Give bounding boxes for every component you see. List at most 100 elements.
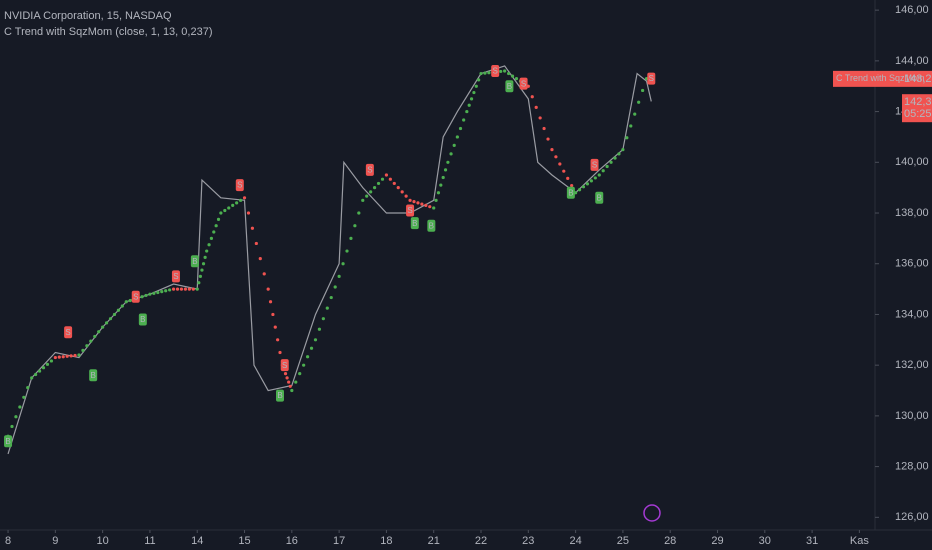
y-tick-label: 126,00 bbox=[895, 511, 929, 523]
trend-dot bbox=[337, 274, 341, 279]
trend-dot bbox=[434, 198, 438, 202]
trend-dot bbox=[14, 415, 18, 419]
trend-dot bbox=[439, 183, 443, 187]
trend-dot bbox=[472, 90, 476, 95]
trend-dot bbox=[203, 255, 207, 259]
trend-dot bbox=[432, 206, 436, 210]
trend-dot bbox=[633, 112, 637, 116]
trend-dot bbox=[242, 196, 247, 200]
trend-dot bbox=[376, 181, 381, 186]
trend-dot bbox=[353, 224, 357, 228]
trend-dot bbox=[458, 126, 463, 131]
trend-dot bbox=[357, 211, 361, 215]
signal-marker bbox=[4, 435, 13, 448]
trend-dot bbox=[69, 354, 73, 358]
signal-marker bbox=[190, 255, 199, 268]
y-tick-label: 136,00 bbox=[895, 258, 929, 270]
signal-marker bbox=[491, 65, 500, 78]
trend-dot bbox=[465, 109, 469, 114]
trend-dot bbox=[294, 380, 298, 384]
trend-dot bbox=[73, 353, 77, 358]
trend-dot bbox=[97, 330, 101, 334]
y-tick-label: 132,00 bbox=[895, 359, 929, 371]
trend-dot bbox=[273, 325, 277, 329]
trend-dot bbox=[276, 338, 280, 342]
x-tick-label: 9 bbox=[52, 535, 58, 547]
trend-dot bbox=[333, 285, 337, 289]
tag-value: 142,37 bbox=[904, 96, 932, 108]
trend-dot bbox=[89, 339, 93, 343]
trend-dot bbox=[309, 346, 314, 350]
trend-dot bbox=[613, 156, 617, 160]
signal-marker bbox=[365, 163, 374, 176]
trend-dot bbox=[26, 385, 30, 390]
tag-time: 05:25 bbox=[904, 108, 932, 120]
trend-dot bbox=[41, 366, 46, 370]
trend-dot bbox=[369, 190, 373, 194]
trend-dot bbox=[61, 355, 65, 359]
trend-dot bbox=[258, 257, 262, 261]
y-tick-label: 134,00 bbox=[895, 308, 929, 320]
trend-dot bbox=[550, 148, 554, 152]
signal-label: S bbox=[282, 361, 287, 370]
signal-marker bbox=[519, 77, 528, 90]
trend-dot bbox=[262, 272, 266, 276]
x-tick-label: 10 bbox=[97, 535, 109, 547]
signal-marker bbox=[647, 72, 656, 85]
signal-marker bbox=[595, 191, 604, 204]
bolt-icon[interactable] bbox=[643, 504, 661, 522]
trend-dot bbox=[589, 179, 593, 183]
trend-dot bbox=[108, 317, 113, 321]
trend-dot bbox=[474, 84, 478, 88]
x-tick-label: 24 bbox=[569, 535, 581, 547]
price-tag bbox=[902, 94, 932, 123]
x-tick-label: 15 bbox=[238, 535, 250, 547]
trend-dot bbox=[49, 359, 53, 363]
trend-dot bbox=[200, 268, 204, 272]
trend-dot bbox=[566, 176, 570, 180]
trend-dot bbox=[384, 173, 389, 177]
trend-dot bbox=[361, 198, 365, 202]
trend-dot bbox=[562, 169, 566, 173]
signal-label: S bbox=[493, 67, 498, 76]
trend-dot bbox=[219, 211, 223, 215]
signal-marker bbox=[280, 359, 289, 372]
trend-dot bbox=[85, 344, 89, 348]
trend-dot bbox=[156, 290, 160, 295]
trend-dot bbox=[212, 230, 216, 234]
trend-dot bbox=[104, 321, 109, 325]
trend-dot bbox=[246, 211, 251, 215]
trend-dot bbox=[625, 136, 629, 140]
trend-dot bbox=[268, 300, 273, 304]
trend-dot bbox=[164, 289, 168, 293]
x-tick-label: 8 bbox=[5, 535, 11, 547]
x-tick-label: 25 bbox=[617, 535, 629, 547]
trend-dot bbox=[349, 236, 353, 240]
trend-dot bbox=[278, 350, 282, 355]
signal-label: S bbox=[367, 166, 372, 175]
trend-dot bbox=[467, 103, 471, 107]
trend-dot bbox=[144, 293, 148, 298]
trend-dot bbox=[175, 287, 180, 291]
signal-marker bbox=[64, 326, 73, 339]
tag-value: 143,29 bbox=[904, 73, 932, 85]
trend-dot bbox=[416, 201, 420, 205]
trend-dot bbox=[214, 224, 218, 228]
trend-dot bbox=[554, 155, 558, 159]
signal-marker bbox=[590, 158, 599, 171]
signal-label: B bbox=[412, 219, 417, 228]
x-tick-label: 23 bbox=[522, 535, 534, 547]
signal-marker bbox=[171, 270, 180, 283]
x-tick-label: 28 bbox=[664, 535, 676, 547]
x-tick-label: 17 bbox=[333, 535, 345, 547]
trend-dot bbox=[530, 95, 534, 99]
x-tick-label: 29 bbox=[711, 535, 723, 547]
trend-dot bbox=[30, 376, 34, 380]
signal-label: B bbox=[5, 437, 10, 446]
trend-dot bbox=[238, 198, 243, 202]
trend-dot bbox=[400, 190, 404, 194]
trend-dot bbox=[601, 169, 605, 173]
trend-dot bbox=[124, 300, 128, 304]
signal-marker bbox=[410, 217, 419, 230]
